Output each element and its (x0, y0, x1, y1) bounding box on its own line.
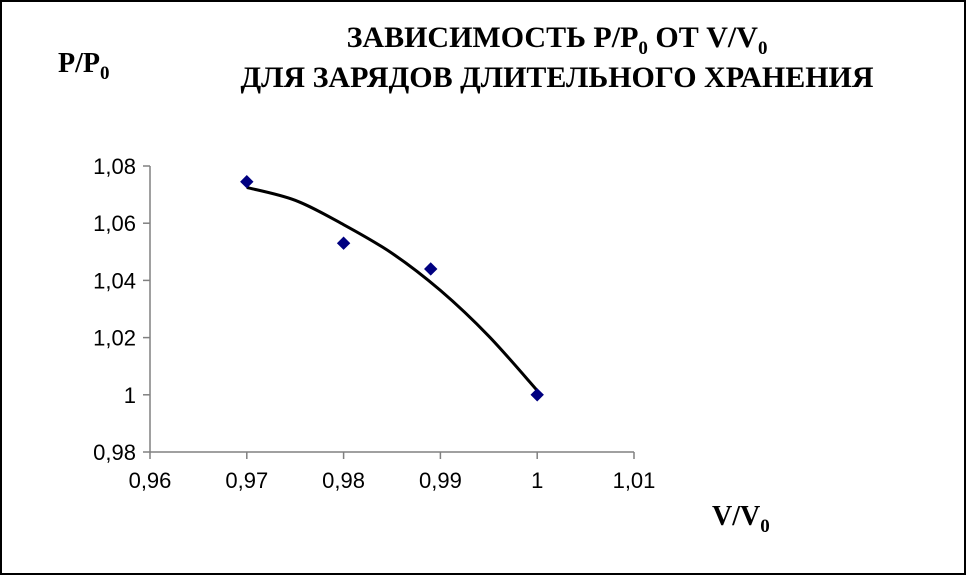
x-tick-label: 0,97 (225, 468, 268, 493)
x-tick-label: 0,96 (129, 468, 172, 493)
x-tick-label: 1,01 (613, 468, 656, 493)
y-tick-label: 1,04 (93, 268, 136, 293)
x-tick-label: 1 (531, 468, 543, 493)
y-tick-label: 0,98 (93, 440, 136, 465)
x-axis-label: V/V0 (712, 501, 770, 537)
y-axis-label: P/P0 (58, 48, 110, 84)
x-tick-label: 0,99 (419, 468, 462, 493)
y-tick-label: 1,08 (93, 154, 136, 179)
trendline (246, 185, 539, 392)
axes-layer (143, 165, 635, 459)
tick-labels-layer: 0,98 1 1,02 1,04 1,06 1,08 0,96 0,97 0,98 0,99 1 1,… (93, 154, 655, 493)
data-point (336, 236, 351, 250)
y-tick-label: 1 (124, 383, 136, 408)
data-point (424, 262, 438, 276)
data-point (240, 175, 254, 189)
chart-title-line1: ЗАВИСИМОСТЬ P/P0 ОТ V/V0 (347, 21, 768, 59)
data-points-layer (240, 175, 544, 402)
y-tick-label: 1,02 (93, 326, 136, 351)
chart-title-line2: ДЛЯ ЗАРЯДОВ ДЛИТЕЛЬНОГО ХРАНЕНИЯ (240, 61, 873, 94)
trendline-layer (246, 185, 539, 392)
x-tick-label: 0,98 (322, 468, 365, 493)
y-tick-label: 1,06 (93, 211, 136, 236)
data-point (530, 388, 544, 402)
